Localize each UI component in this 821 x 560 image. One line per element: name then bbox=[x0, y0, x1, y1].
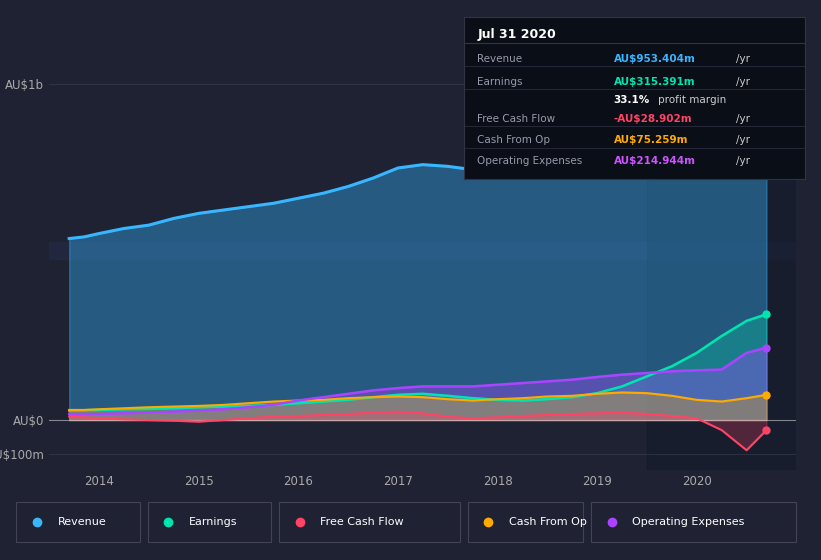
Text: Revenue: Revenue bbox=[478, 54, 523, 64]
Text: Operating Expenses: Operating Expenses bbox=[632, 517, 745, 527]
Text: AU$315.391m: AU$315.391m bbox=[614, 77, 695, 87]
Text: Free Cash Flow: Free Cash Flow bbox=[320, 517, 404, 527]
Text: Operating Expenses: Operating Expenses bbox=[478, 156, 583, 166]
Text: Earnings: Earnings bbox=[189, 517, 237, 527]
Text: /yr: /yr bbox=[736, 77, 750, 87]
Text: Revenue: Revenue bbox=[57, 517, 106, 527]
Text: Free Cash Flow: Free Cash Flow bbox=[478, 114, 556, 124]
Text: Jul 31 2020: Jul 31 2020 bbox=[478, 28, 557, 41]
Text: profit margin: profit margin bbox=[658, 95, 727, 105]
Text: Cash From Op: Cash From Op bbox=[478, 135, 551, 145]
Bar bbox=[647, 67, 796, 470]
Text: 33.1%: 33.1% bbox=[614, 95, 650, 105]
Text: /yr: /yr bbox=[736, 114, 750, 124]
Text: /yr: /yr bbox=[736, 156, 750, 166]
Text: AU$953.404m: AU$953.404m bbox=[614, 54, 695, 64]
Text: Earnings: Earnings bbox=[478, 77, 523, 87]
Text: /yr: /yr bbox=[736, 135, 750, 145]
Text: -AU$28.902m: -AU$28.902m bbox=[614, 114, 692, 124]
Bar bbox=[49, 242, 796, 259]
Text: AU$75.259m: AU$75.259m bbox=[614, 135, 688, 145]
Text: Cash From Op: Cash From Op bbox=[509, 517, 587, 527]
Text: /yr: /yr bbox=[736, 54, 750, 64]
Text: AU$214.944m: AU$214.944m bbox=[614, 156, 695, 166]
